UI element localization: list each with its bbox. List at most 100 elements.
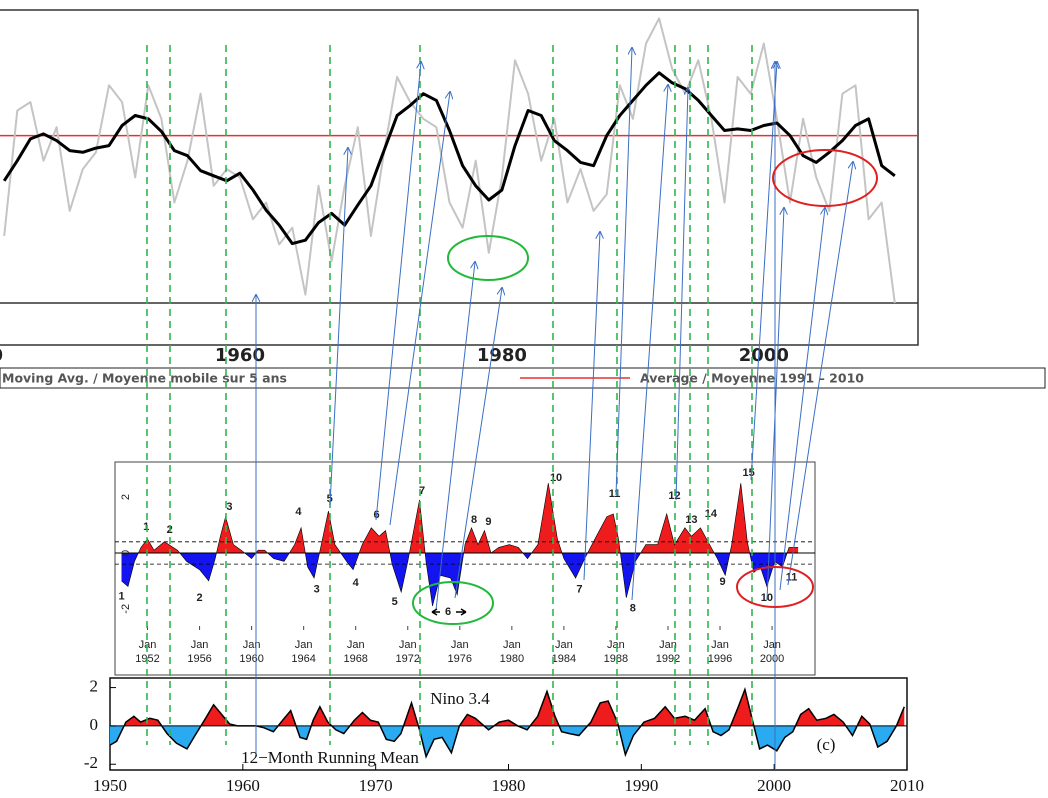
highlight-ellipse	[772, 149, 878, 207]
event-label: 3	[314, 584, 320, 596]
x-tick-label: 1996	[708, 653, 732, 665]
positive-area	[124, 689, 905, 726]
x-tick-label: 1964	[291, 653, 315, 665]
x-tick-label: 1990	[624, 776, 658, 795]
event-label: 9	[720, 576, 726, 588]
chart-subtitle: 12−Month Running Mean	[241, 748, 419, 767]
y-tick-label: 0	[120, 550, 132, 556]
x-tick-month: Jan	[347, 639, 365, 651]
x-tick-month: Jan	[295, 639, 313, 651]
x-tick-label: 1960	[226, 776, 260, 795]
x-tick-month: Jan	[139, 639, 157, 651]
event-label: 10	[550, 472, 562, 484]
panel-label: (c)	[817, 735, 836, 754]
moving-average-line	[2, 71, 896, 246]
x-tick-month: Jan	[451, 639, 469, 651]
x-tick-label: 1980	[500, 653, 524, 665]
event-label: 7	[576, 584, 582, 596]
series-line	[121, 483, 799, 607]
arrow	[329, 148, 348, 506]
x-tick-month: Jan	[659, 639, 677, 651]
event-label: 8	[630, 603, 636, 615]
legend-label: Moving Avg. / Moyenne mobile sur 5 ans	[2, 371, 287, 386]
arrow	[454, 288, 502, 599]
positive-area	[138, 483, 799, 553]
top-frame	[0, 9, 919, 346]
x-tick-month: Jan	[503, 639, 521, 651]
legend: Moving Avg. / Moyenne mobile sur 5 ans A…	[0, 367, 1046, 389]
event-label: 7	[419, 485, 425, 497]
event-label: 11	[609, 488, 621, 500]
y-tick-label: -2	[84, 753, 98, 772]
x-tick-label: 1980	[477, 345, 527, 366]
negative-area	[110, 725, 905, 757]
x-tick-month: Jan	[399, 639, 417, 651]
x-tick-month: Jan	[607, 639, 625, 651]
highlight-ellipse	[447, 235, 529, 281]
event-label: 1	[118, 591, 124, 603]
arrow	[766, 208, 784, 601]
event-label: 6	[445, 606, 451, 618]
arrow	[779, 208, 825, 591]
arrow	[375, 62, 421, 521]
x-tick-label: 1950	[93, 776, 127, 795]
x-tick-label: 2000	[760, 653, 784, 665]
event-label: 5	[392, 596, 398, 608]
event-label: 11	[786, 572, 798, 584]
x-tick-label: 1988	[604, 653, 628, 665]
event-label: 5	[327, 493, 333, 505]
span-arrows	[431, 608, 467, 616]
x-tick-label: 1970	[359, 776, 393, 795]
arrow	[615, 48, 632, 496]
x-tick-month: Jan	[191, 639, 209, 651]
arrow	[389, 92, 450, 526]
x-tick-label: 1980	[492, 776, 526, 795]
middle-chart: -2 0 2 Jan 1 9 5 2 Jan 1956 Jan 1960 Jan 1964 Jan 1968 J…	[114, 461, 816, 676]
top-chart: 1940 1960 1980 2000	[0, 9, 919, 366]
arrow	[583, 232, 600, 581]
x-tick-label: 1976	[448, 653, 472, 665]
x-tick-month: Jan	[763, 639, 781, 651]
negative-area	[121, 552, 799, 606]
arrow	[675, 88, 688, 501]
middle-frame	[114, 461, 816, 676]
event-label: 15	[743, 467, 755, 479]
x-tick-label: 1972	[396, 653, 420, 665]
event-label: 2	[197, 592, 203, 604]
arrow	[750, 62, 777, 481]
x-tick-label: 2010	[890, 776, 924, 795]
x-tick-label: 1960	[239, 653, 263, 665]
annual-line	[3, 17, 896, 304]
event-label: 14	[705, 508, 718, 520]
arrow	[787, 162, 853, 586]
x-tick-label: 2000	[739, 345, 789, 366]
event-label: 4	[295, 506, 302, 518]
x-tick-label: 1940	[0, 345, 3, 366]
x-tick-label: 1984	[552, 653, 576, 665]
highlight-ellipse	[412, 581, 494, 625]
bottom-chart: -2 0 2 1950 1960 1970 1980 1990 2000 2010 Nino 3.4…	[84, 676, 924, 794]
arrow	[631, 85, 668, 601]
y-tick-label: 0	[90, 715, 99, 734]
highlight-ellipse	[736, 566, 814, 608]
event-label: 4	[353, 577, 360, 589]
y-tick-label: 2	[90, 676, 99, 695]
x-tick-month: Jan	[243, 639, 261, 651]
x-tick-label: 2000	[757, 776, 791, 795]
series-line	[109, 686, 905, 759]
y-tick-label: -2	[120, 604, 132, 614]
x-tick-month: Jan	[711, 639, 729, 651]
x-tick-label: 1968	[343, 653, 367, 665]
event-label: 13	[685, 514, 697, 526]
annotation-overlay	[146, 45, 878, 770]
event-label: 8	[471, 514, 477, 526]
x-tick-label: 1956	[187, 653, 211, 665]
x-tick-month: Jan	[555, 639, 573, 651]
chart-title: Nino 3.4	[430, 689, 490, 708]
arrow	[435, 262, 475, 611]
y-tick-label: 2	[120, 494, 132, 500]
legend-label: Average / Moyenne 1991 – 2010	[640, 371, 864, 386]
event-label: 9	[485, 516, 491, 528]
